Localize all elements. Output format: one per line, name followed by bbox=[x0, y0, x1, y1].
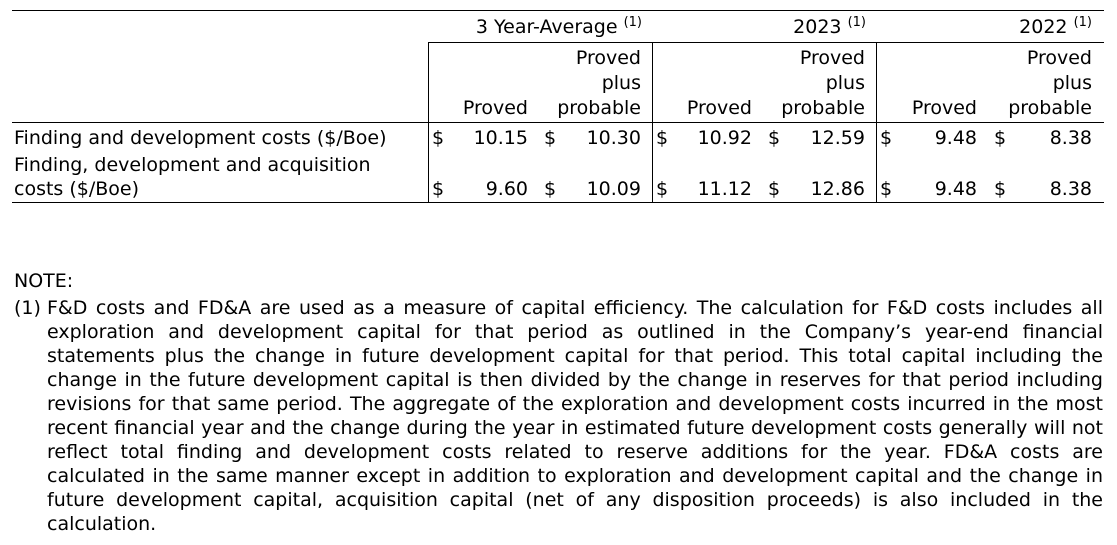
footnote-text: F&D costs and FD&A are used as a measure… bbox=[47, 297, 1103, 535]
currency-symbol: $ bbox=[432, 178, 445, 200]
subheader-pp-line2-2022: plus bbox=[1052, 72, 1092, 94]
subheader-proved-3yr: Proved bbox=[462, 97, 528, 119]
footnote-ref: (1) bbox=[847, 15, 866, 30]
currency-symbol: $ bbox=[544, 127, 557, 149]
subheader-pp-line3-2023: probable bbox=[781, 97, 865, 119]
subheader-pp-line1-3yr: Proved bbox=[575, 47, 641, 69]
value-fd-2023-proved: 10.92 bbox=[697, 127, 752, 149]
group-rule-2023 bbox=[652, 42, 876, 43]
value-fda-2023-pp: 12.86 bbox=[810, 178, 865, 200]
value-fda-2022-proved: 9.48 bbox=[934, 178, 977, 200]
value-fd-3yr-proved: 10.15 bbox=[473, 127, 528, 149]
footnote-ref: (1) bbox=[623, 15, 642, 30]
table-top-rule bbox=[12, 10, 1104, 11]
currency-symbol: $ bbox=[544, 178, 557, 200]
value-fda-3yr-pp: 10.09 bbox=[586, 178, 641, 200]
currency-symbol: $ bbox=[768, 178, 781, 200]
group-header-3yr: 3 Year-Average (1) bbox=[475, 15, 642, 38]
currency-symbol: $ bbox=[656, 127, 669, 149]
subheader-proved-2023: Proved bbox=[686, 97, 752, 119]
value-fd-2022-pp: 8.38 bbox=[1049, 127, 1092, 149]
group-header-2023: 2023 (1) bbox=[793, 15, 866, 38]
currency-symbol: $ bbox=[656, 178, 669, 200]
value-fda-3yr-proved: 9.60 bbox=[485, 178, 528, 200]
currency-symbol: $ bbox=[994, 127, 1007, 149]
col-divider-1 bbox=[428, 42, 429, 203]
subheader-pp-line3-3yr: probable bbox=[557, 97, 641, 119]
value-fd-2023-pp: 12.59 bbox=[810, 127, 865, 149]
col-divider-2 bbox=[652, 42, 653, 203]
row-label-fd: Finding and development costs ($/Boe) bbox=[14, 127, 387, 149]
note-heading: NOTE: bbox=[14, 270, 74, 292]
subheader-pp-line2-2023: plus bbox=[825, 72, 865, 94]
subheader-pp-line3-2022: probable bbox=[1008, 97, 1092, 119]
value-fd-2022-proved: 9.48 bbox=[934, 127, 977, 149]
subheader-pp-line2-3yr: plus bbox=[601, 72, 641, 94]
table-bottom-rule bbox=[12, 202, 1104, 203]
currency-symbol: $ bbox=[432, 127, 445, 149]
value-fd-3yr-pp: 10.30 bbox=[586, 127, 641, 149]
footnote-marker: (1) bbox=[14, 297, 41, 319]
subheader-pp-line1-2022: Proved bbox=[1026, 47, 1092, 69]
value-fda-2023-proved: 11.12 bbox=[697, 178, 752, 200]
subheader-proved-2022: Proved bbox=[911, 97, 977, 119]
currency-symbol: $ bbox=[880, 127, 893, 149]
col-divider-3 bbox=[876, 42, 877, 203]
group-header-2022: 2022 (1) bbox=[1019, 15, 1092, 38]
value-fda-2022-pp: 8.38 bbox=[1049, 178, 1092, 200]
currency-symbol: $ bbox=[880, 178, 893, 200]
footnote-ref: (1) bbox=[1073, 15, 1092, 30]
group-rule-2022 bbox=[876, 42, 1104, 43]
row-label-fda-line1: Finding, development and acquisition bbox=[14, 154, 371, 176]
group-rule-3yr bbox=[428, 42, 652, 43]
subheader-pp-line1-2023: Proved bbox=[799, 47, 865, 69]
row-label-fda-line2: costs ($/Boe) bbox=[14, 178, 140, 200]
currency-symbol: $ bbox=[768, 127, 781, 149]
currency-symbol: $ bbox=[994, 178, 1007, 200]
header-bottom-rule bbox=[12, 122, 1104, 123]
